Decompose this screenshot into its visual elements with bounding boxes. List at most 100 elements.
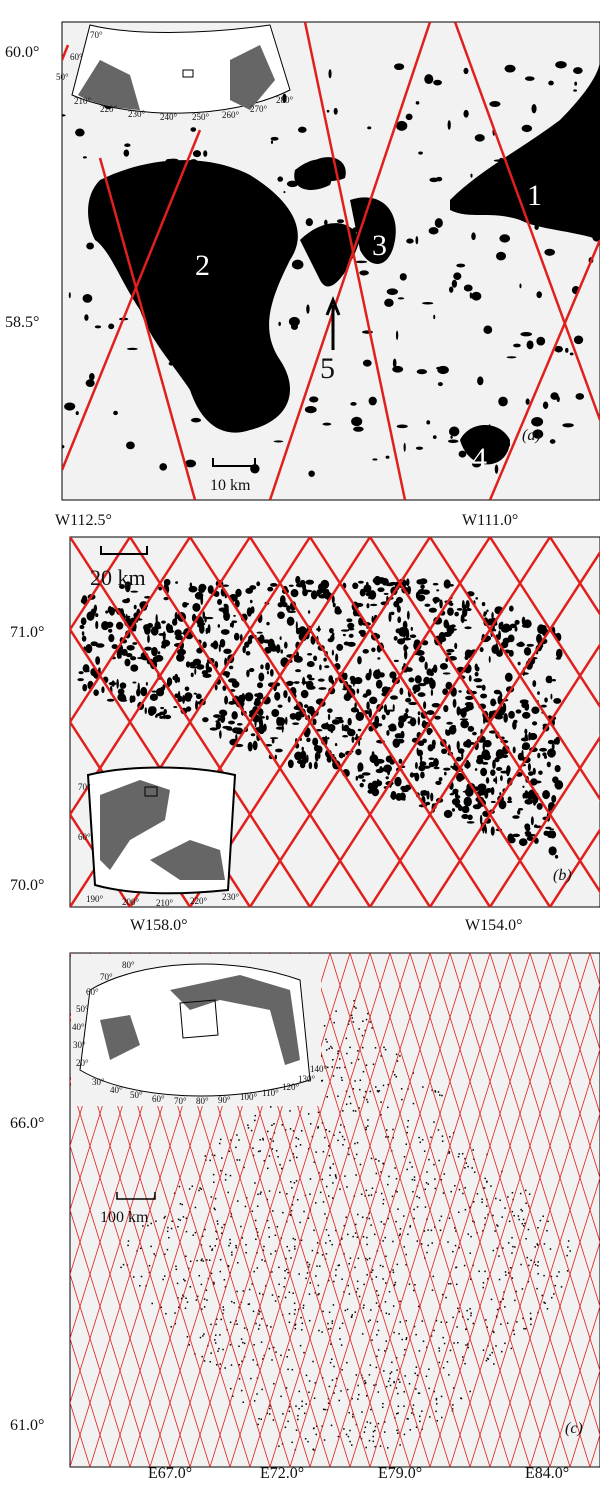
lake [418,692,426,697]
lake [384,1237,386,1239]
lake [284,1270,286,1272]
lake [386,456,390,459]
lake [108,324,114,330]
lake [335,1174,337,1176]
inset-label: 210° [156,898,174,908]
lake [375,1426,377,1428]
lake [434,716,441,720]
lake [344,693,351,701]
lake [306,218,313,226]
lake [581,121,588,128]
inset-label: 250° [192,112,210,122]
lake [201,1356,203,1358]
lake [320,1192,322,1194]
lake [492,1215,494,1217]
lake [352,1236,354,1238]
lake [330,726,333,733]
lake [108,634,114,642]
lake [552,679,556,681]
lake [464,797,472,807]
inset-label: 60° [86,987,99,997]
lake [456,795,461,799]
lake [287,1272,289,1274]
lake [237,1200,239,1202]
lake [236,1291,238,1293]
lake [465,1209,467,1211]
lake [198,1190,200,1192]
lake [192,603,200,612]
lake [542,752,546,756]
lake [79,625,84,629]
lake [384,1350,386,1352]
lake [529,1193,531,1195]
lake [305,406,317,413]
lake [439,777,443,781]
lake [409,1283,411,1285]
inset-label: 50° [56,72,69,82]
lake [525,1190,527,1192]
lake [396,1054,398,1056]
lake [277,612,285,619]
lake [239,1378,241,1380]
lake [405,708,409,713]
lake [363,649,369,654]
lake [127,348,138,350]
lake [383,1085,385,1087]
lake [135,194,142,198]
lake [147,635,150,643]
lake [536,337,545,346]
lake [225,1179,227,1181]
lake [289,1313,291,1315]
lake [396,597,403,603]
lake [240,1226,242,1228]
lake [273,440,283,442]
lake [413,1404,415,1406]
lake [537,1265,539,1267]
lake [306,738,310,743]
lake [511,1237,513,1239]
lake [236,1134,238,1136]
lake [278,1267,280,1269]
lake [389,1291,391,1293]
lake [336,644,343,651]
lake [308,470,314,476]
lake [417,1240,419,1242]
lake [261,1259,263,1261]
lake [164,579,171,586]
lake [472,1149,474,1151]
lake [509,605,514,611]
lake [385,1136,387,1138]
lake [531,816,534,825]
lake [327,1067,329,1069]
lake [358,729,362,731]
lake [176,632,179,636]
lake [344,1139,346,1141]
lake [184,1280,186,1282]
lake [272,1148,274,1150]
lake [275,1250,277,1252]
lake [370,754,379,763]
lake [353,1110,355,1112]
lake [514,1334,516,1336]
lake [318,679,325,682]
lake [295,1405,297,1407]
lake [499,234,510,242]
track [0,537,70,907]
lake [355,1311,357,1313]
lake [263,1246,265,1248]
lake [522,712,530,719]
lake [500,1323,502,1325]
lake [513,344,521,348]
lake [433,1164,435,1166]
lake [469,1391,471,1393]
lake [474,678,483,682]
lake [548,81,554,86]
lake [339,1338,341,1340]
lake [151,647,158,656]
lake [201,1284,203,1286]
lake [383,1199,385,1201]
lake [241,1338,243,1340]
lake [523,619,531,628]
lake [329,1131,331,1133]
lake [315,752,319,761]
